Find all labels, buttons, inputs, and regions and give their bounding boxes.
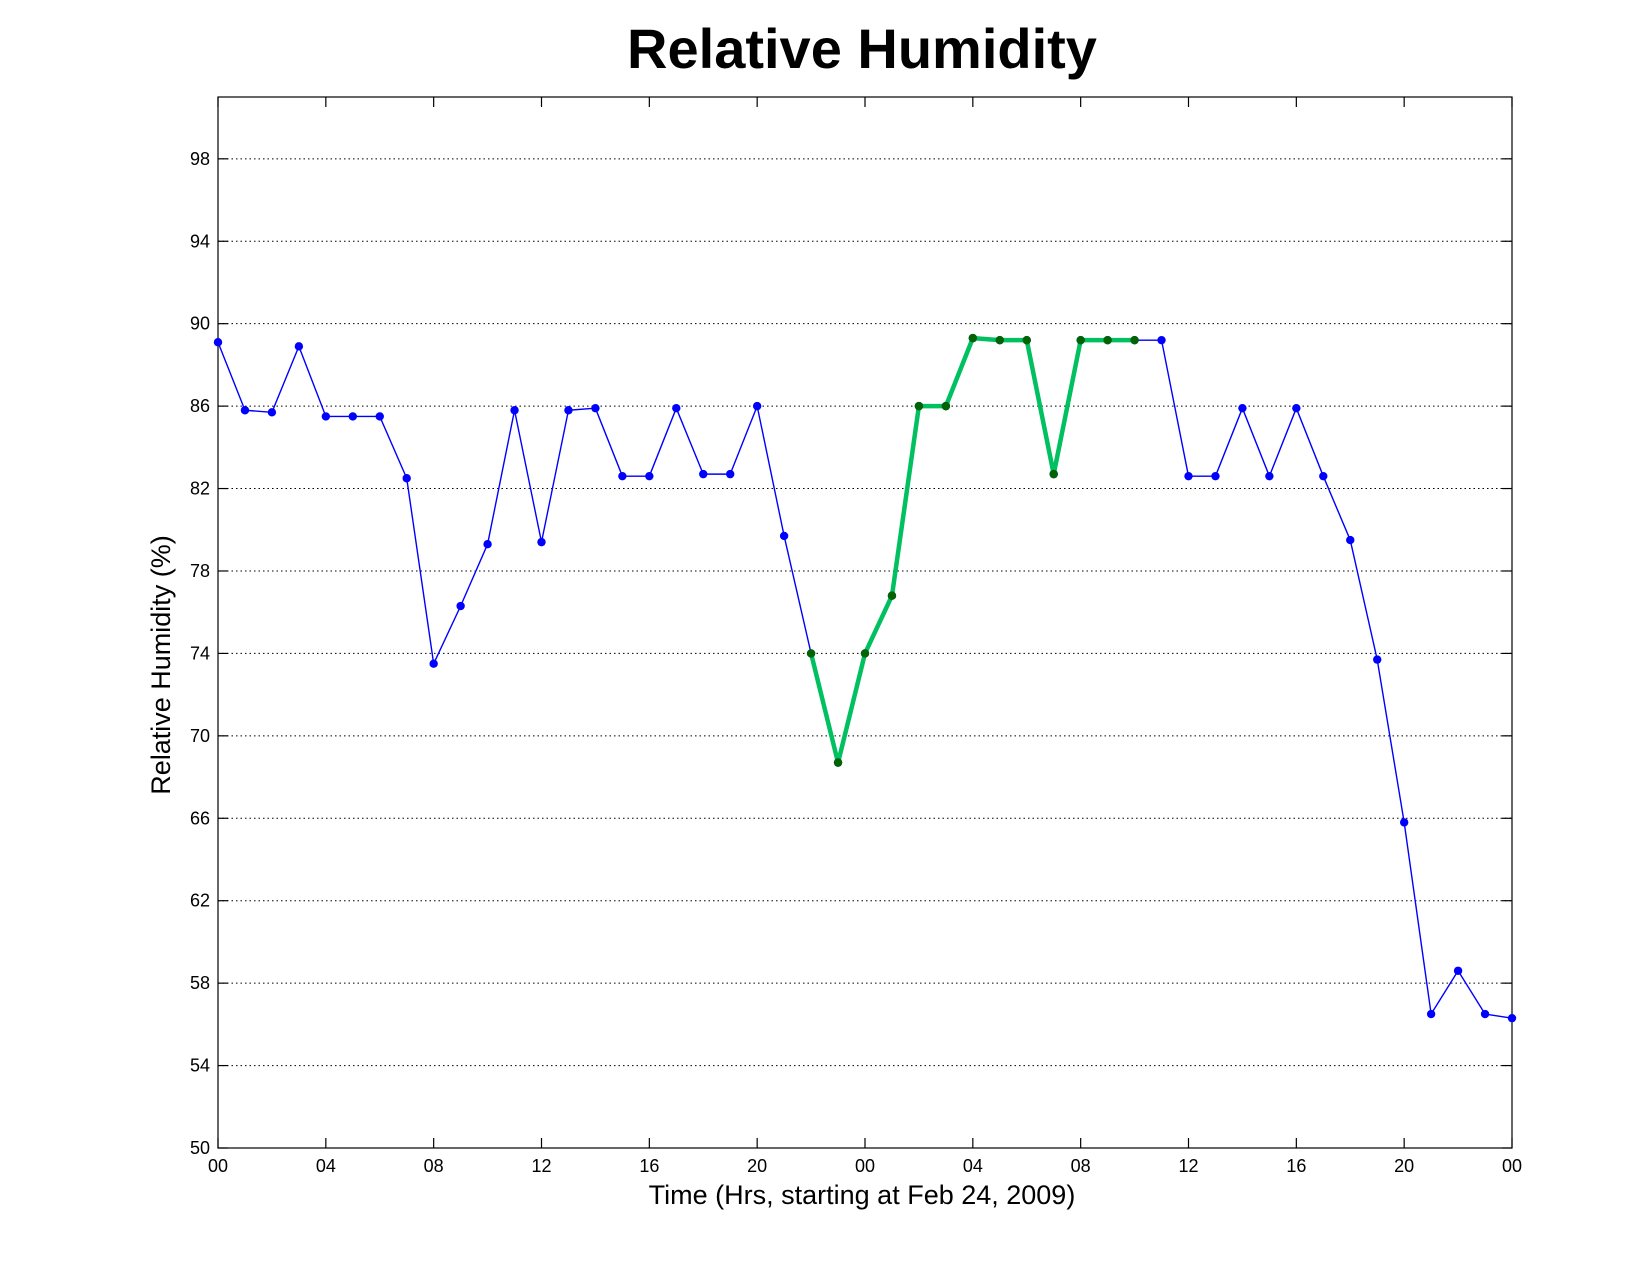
series-1-point: [1399, 818, 1409, 827]
series-2-point: [1076, 335, 1085, 345]
y-tick-label: 78: [190, 561, 210, 581]
x-tick-label: 00: [1502, 1156, 1522, 1176]
series-1-point: [779, 531, 789, 541]
series-1-point: [752, 401, 762, 411]
x-tick-label: 12: [531, 1156, 551, 1176]
series-1-point: [1157, 335, 1166, 345]
series-1-point: [1292, 403, 1301, 413]
series-2-point: [860, 649, 870, 658]
series-1-point: [1319, 471, 1328, 481]
series-2-point: [1049, 469, 1058, 479]
series-2-point: [1022, 335, 1031, 345]
y-tick-label: 94: [190, 231, 210, 251]
series-1-point: [618, 471, 627, 481]
series-1-point: [1480, 1009, 1490, 1019]
y-tick-label: 66: [190, 808, 210, 828]
series-1-point: [564, 406, 573, 415]
series-1-point: [699, 469, 708, 479]
x-tick-label: 20: [1394, 1156, 1414, 1176]
series-layer: [213, 333, 1517, 1023]
series-1-point: [402, 474, 411, 483]
y-axis-label: Relative Humidity (%): [146, 535, 176, 795]
chart-title: Relative Humidity: [627, 17, 1097, 80]
series-2-point: [914, 401, 924, 411]
x-axis-ticks: 00 04 08 12 16 20 00 04 08 12 16 20 00: [208, 97, 1522, 1176]
x-tick-label: 08: [424, 1156, 444, 1176]
series-2-point: [833, 758, 843, 767]
series-1-point: [672, 403, 681, 413]
x-tick-label: 08: [1071, 1156, 1091, 1176]
series-1-point: [1265, 471, 1274, 481]
series-2-point: [887, 591, 897, 600]
series-1-point: [1238, 403, 1247, 413]
x-tick-label: 04: [963, 1156, 983, 1176]
series-2-point: [968, 333, 978, 343]
x-tick-label: 16: [1286, 1156, 1306, 1176]
series-2-point: [1103, 335, 1112, 345]
y-tick-label: 98: [190, 149, 210, 169]
series-1-point: [213, 338, 223, 347]
plot-frame: [217, 96, 1513, 1149]
series-1-point: [1373, 655, 1382, 664]
series-1-point: [294, 342, 304, 351]
series-1-point: [267, 408, 277, 417]
x-tick-label: 16: [639, 1156, 659, 1176]
series-1-point: [375, 412, 384, 421]
x-tick-label: 20: [747, 1156, 767, 1176]
y-tick-label: 62: [190, 891, 210, 911]
y-tick-label: 86: [190, 396, 210, 416]
series-2-point: [995, 335, 1004, 345]
series-1-point: [240, 406, 250, 415]
series-1-point: [537, 537, 546, 547]
x-tick-label: 00: [855, 1156, 875, 1176]
series-1-point: [591, 403, 600, 413]
series-2-point: [941, 401, 951, 411]
y-axis-ticks: 50 54 58 62 66 70 74 78 82 86 90 94 98: [190, 149, 1512, 1158]
series-1-point: [348, 412, 357, 421]
series-2-point: [806, 649, 816, 658]
y-tick-label: 82: [190, 479, 210, 499]
series-1-point: [510, 406, 519, 415]
y-tick-label: 70: [190, 726, 210, 746]
y-tick-label: 58: [190, 973, 210, 993]
series-1-point: [1453, 966, 1463, 975]
y-tick-label: 90: [190, 314, 210, 334]
series-1-point: [645, 471, 654, 481]
series-1-point: [456, 601, 465, 611]
x-axis-label: Time (Hrs, starting at Feb 24, 2009): [649, 1180, 1076, 1210]
x-tick-label: 12: [1178, 1156, 1198, 1176]
y-tick-label: 74: [190, 643, 210, 663]
x-tick-label: 00: [208, 1156, 228, 1176]
series-1-point: [726, 469, 735, 479]
series-1-point: [1507, 1013, 1517, 1023]
series-2-point: [1130, 335, 1139, 345]
x-tick-label: 04: [316, 1156, 336, 1176]
series-1-point: [1184, 471, 1193, 481]
series-1-point: [429, 659, 438, 668]
series-1-point: [1211, 471, 1220, 481]
series-1-point: [321, 412, 331, 421]
series-1-point: [483, 539, 492, 549]
y-tick-label: 54: [190, 1056, 210, 1076]
series-1-point: [1346, 535, 1355, 545]
y-tick-label: 50: [190, 1138, 210, 1158]
series-1-point: [1426, 1009, 1436, 1019]
